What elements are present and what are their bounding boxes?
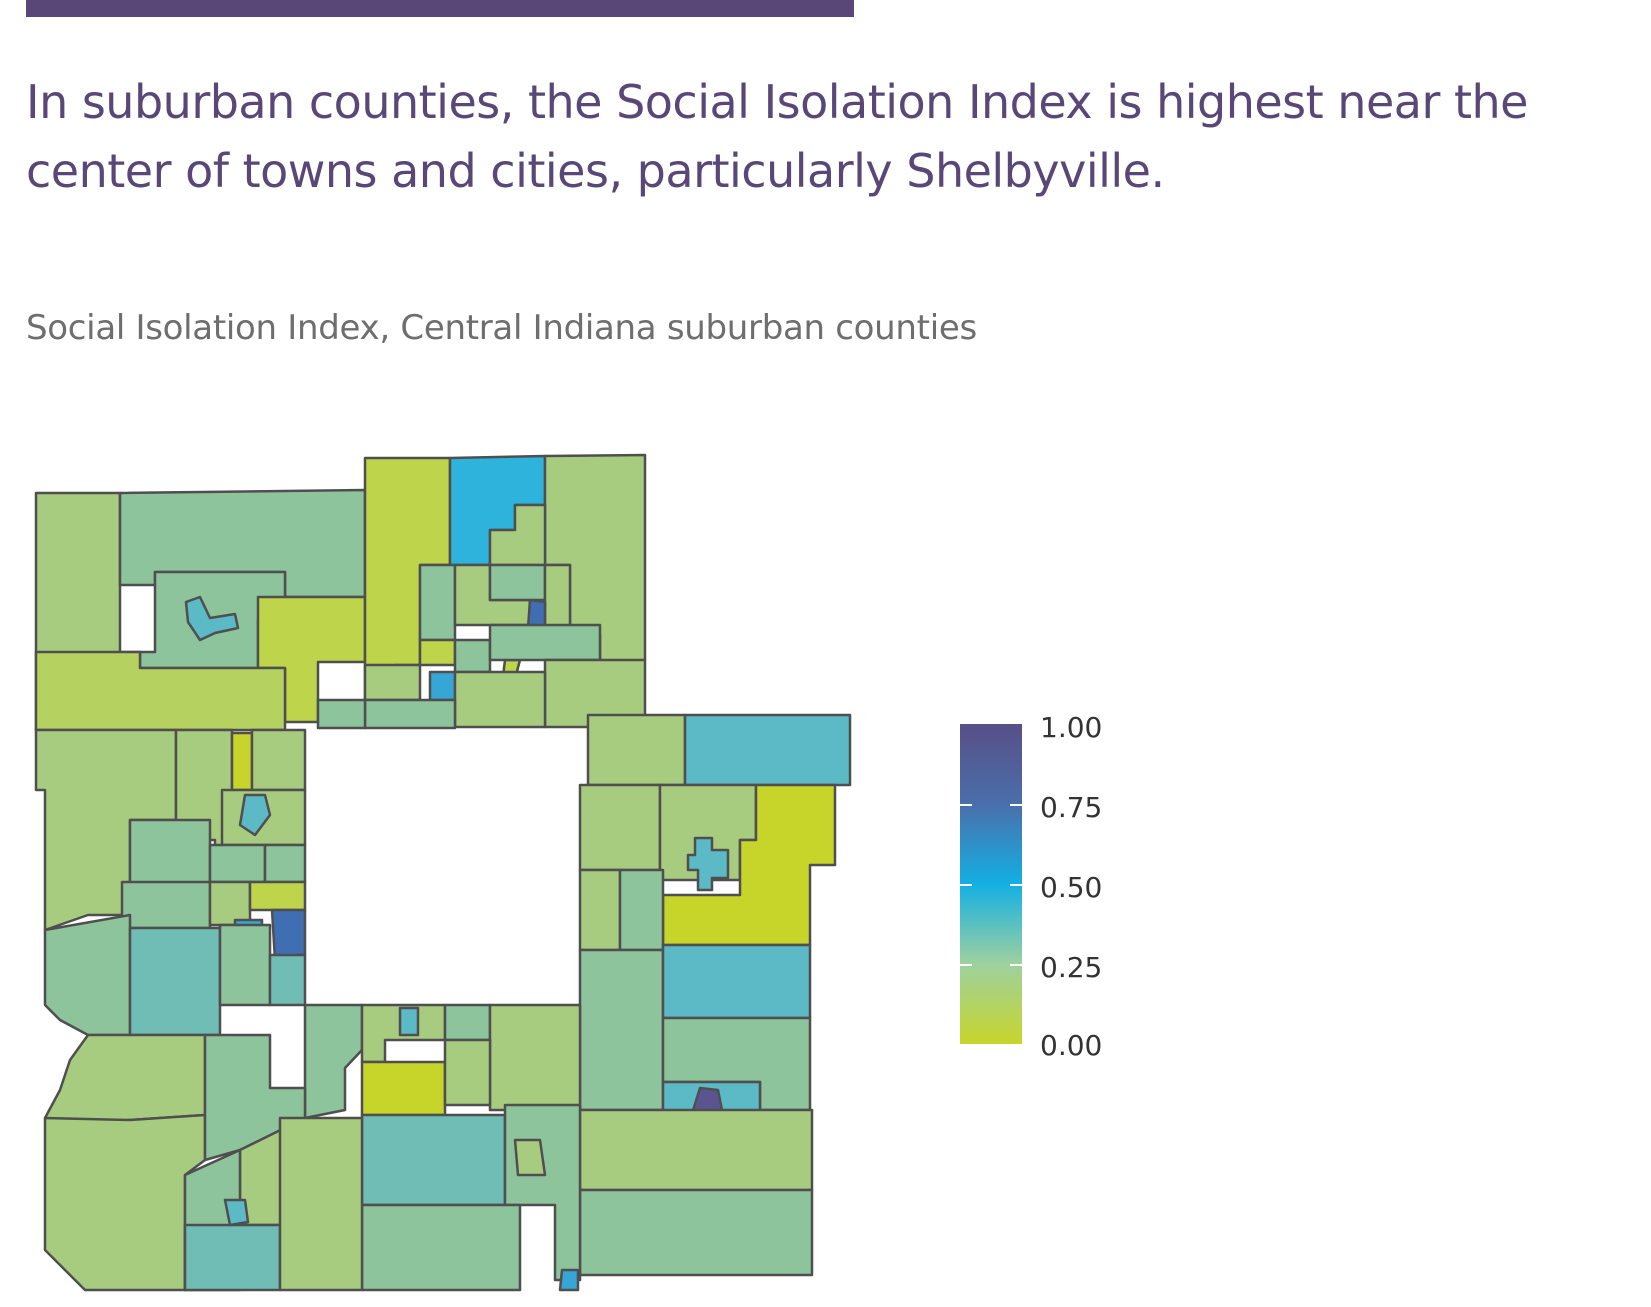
map-region	[120, 880, 212, 930]
legend-tick	[1010, 804, 1022, 806]
map-region	[360, 1113, 507, 1207]
choropleth-map	[34, 453, 852, 1292]
map-region	[686, 836, 730, 892]
map-region	[263, 843, 307, 884]
map-region	[578, 868, 622, 952]
map-region	[683, 713, 852, 787]
map-region	[513, 1138, 547, 1177]
map-region	[208, 843, 267, 884]
map-region	[223, 1198, 250, 1227]
map-region	[488, 1003, 582, 1112]
legend-label-min: 0.00	[1040, 1029, 1103, 1062]
headline: In suburban counties, the Social Isolati…	[26, 75, 1528, 198]
header-accent-bar	[26, 0, 854, 17]
legend-tick	[960, 804, 972, 806]
map-region	[208, 880, 252, 927]
legend-tick	[960, 884, 972, 886]
map-region	[578, 1108, 814, 1192]
map-region	[270, 908, 307, 962]
map-region	[250, 728, 307, 792]
map-region	[316, 698, 367, 730]
map-region	[183, 1223, 282, 1292]
map-region	[278, 1116, 364, 1292]
map-region	[488, 623, 602, 662]
map-region	[218, 923, 272, 1007]
legend-label-max: 1.00	[1040, 711, 1103, 744]
map-region	[363, 698, 457, 730]
legend-label: 0.50	[1040, 871, 1103, 904]
map-region	[43, 913, 132, 1037]
map-region	[558, 1268, 580, 1292]
map-region	[128, 926, 222, 1037]
map-region	[230, 731, 254, 792]
map-region	[128, 818, 212, 892]
map-region	[661, 943, 812, 1020]
legend-tick	[960, 964, 972, 966]
legend-tick	[1010, 964, 1022, 966]
map-region	[43, 1113, 207, 1292]
map-region	[43, 1033, 207, 1124]
map-region	[453, 638, 492, 674]
map-region	[443, 1003, 492, 1042]
legend-label: 0.75	[1040, 791, 1103, 824]
map-region	[578, 783, 662, 872]
legend-label: 0.25	[1040, 951, 1103, 984]
map-region	[363, 663, 422, 702]
legend-color-bar	[960, 724, 1022, 1044]
map-region	[360, 1060, 447, 1117]
map-region	[578, 948, 665, 1112]
map-region	[428, 670, 457, 702]
map-region	[453, 670, 547, 729]
map-region	[443, 1038, 492, 1107]
map-region	[303, 1003, 364, 1120]
map-region	[418, 638, 457, 667]
map-region	[586, 713, 687, 787]
map-region	[238, 793, 272, 837]
map-region	[248, 880, 307, 912]
map-region	[398, 1006, 420, 1037]
map-region	[184, 595, 240, 642]
map-subtitle: Social Isolation Index, Central Indiana …	[26, 308, 977, 348]
map-region	[418, 563, 457, 642]
map-region	[618, 868, 665, 952]
map-region	[578, 1188, 814, 1277]
map-region	[360, 1203, 522, 1292]
legend-tick	[1010, 884, 1022, 886]
map-region	[488, 563, 547, 602]
map-region	[268, 953, 307, 1007]
